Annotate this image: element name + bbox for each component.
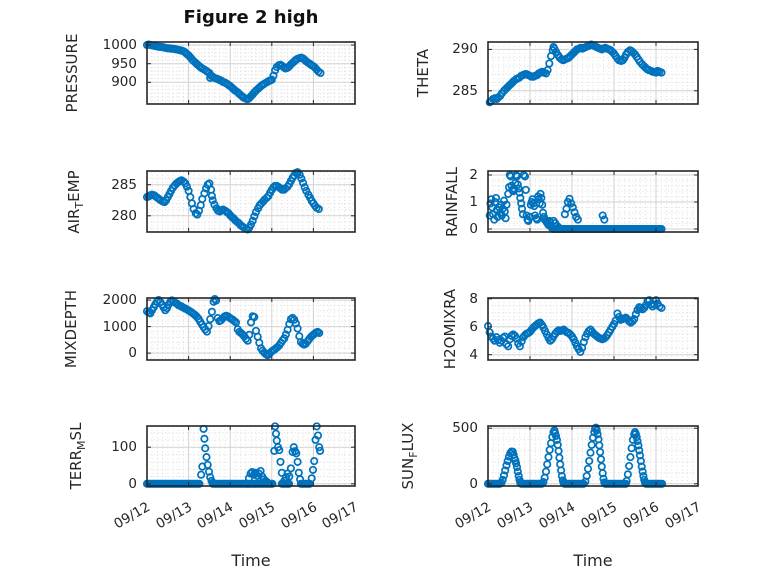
sunflux-xtick-09-16: 09/16	[620, 499, 662, 533]
pressure-ytick-1000: 1000	[102, 37, 137, 53]
xaxis-label-left: Time	[231, 551, 271, 570]
subplot-sunflux: SUNFLUX 0 500 09/12 09/13 09/14 09/15 09/16 09/…	[399, 420, 704, 532]
terrmsl-xtick-09-17: 09/17	[319, 499, 361, 533]
mixdepth-ytick-2000: 2000	[102, 292, 137, 309]
pressure-plot-area	[142, 40, 356, 105]
rainfall-ytick-0: 0	[469, 221, 478, 238]
sunflux-ylabel-subscript: F	[406, 451, 420, 458]
xaxis-label-right: Time	[573, 551, 613, 570]
sunflux-xtick-09-13: 09/13	[494, 499, 536, 533]
subplot-airtemp: AIRTEMP 280 285	[65, 168, 356, 234]
rainfall-plot-area	[485, 170, 699, 234]
theta-ytick-290: 290	[452, 41, 478, 58]
pressure-ytick-900: 900	[111, 74, 137, 91]
sunflux-xtick-09-14: 09/14	[536, 499, 578, 533]
pressure-ytick-950: 950	[111, 55, 137, 72]
sunflux-xtick-09-12: 09/12	[452, 499, 494, 533]
theta-plot-area	[485, 40, 699, 107]
h2omixra-plot-area	[483, 296, 699, 361]
subplot-pressure: PRESSURE 900 950 1000	[63, 34, 356, 112]
h2omixra-ytick-6: 6	[469, 318, 478, 335]
terrmsl-plot-area	[142, 422, 356, 488]
h2omixra-ytick-8: 8	[469, 290, 478, 307]
airtemp-ytick-285: 285	[111, 176, 137, 193]
airtemp-plot-area	[142, 168, 356, 234]
sunflux-plot-area	[483, 423, 699, 488]
subplot-theta: THETA 285 290	[414, 40, 699, 107]
airtemp-ytick-280: 280	[111, 207, 137, 224]
mixdepth-ytick-1000: 1000	[102, 318, 137, 335]
terrmsl-ylabel-text-2: SL	[67, 422, 85, 441]
terrmsl-xtick-09-14: 09/14	[194, 499, 237, 533]
subplot-terrmsl: TERRMSL 0 100 09/12 09/13 09/14 09/15 09/16 09/…	[67, 422, 361, 532]
terrmsl-xtick-09-12: 09/12	[111, 499, 153, 533]
mixdepth-plot-area	[142, 295, 356, 361]
terrmsl-ytick-100: 100	[111, 439, 137, 456]
figure-title: Figure 2 high	[183, 7, 319, 28]
sunflux-ytick-500: 500	[452, 420, 478, 437]
terrmsl-xtick-09-15: 09/15	[236, 499, 278, 533]
terrmsl-ytick-0: 0	[128, 475, 137, 492]
h2omixra-ytick-4: 4	[469, 346, 478, 363]
terrmsl-xtick-09-16: 09/16	[277, 499, 320, 533]
subplot-mixdepth: MIXDEPTH 0 1000 2000	[62, 290, 356, 368]
rainfall-ytick-1: 1	[469, 194, 478, 211]
sunflux-ytick-0: 0	[469, 475, 478, 492]
terrmsl-xtick-09-13: 09/13	[152, 499, 195, 533]
theta-ytick-285: 285	[452, 82, 478, 99]
rainfall-ytick-2: 2	[469, 167, 478, 184]
sunflux-xtick-09-17: 09/17	[662, 499, 704, 533]
sunflux-xtick-09-15: 09/15	[578, 499, 620, 533]
terrmsl-ylabel: TERRMSL	[65, 356, 88, 556]
mixdepth-ytick-0: 0	[128, 345, 137, 362]
sunflux-ylabel: SUNFLUX	[397, 356, 420, 556]
